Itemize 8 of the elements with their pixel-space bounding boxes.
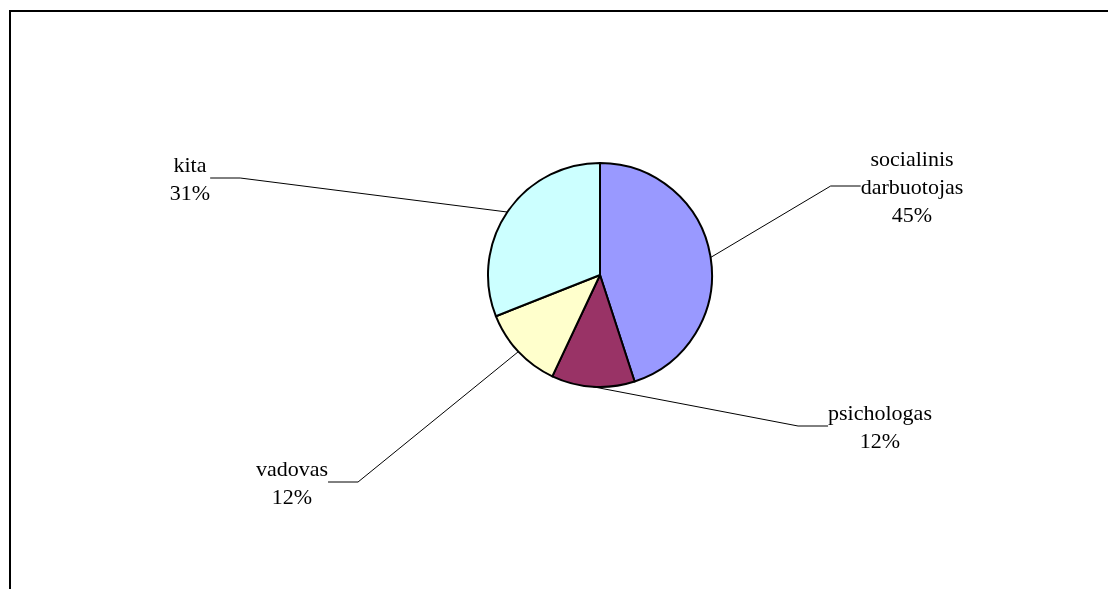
- data-label: 45%: [891, 201, 933, 227]
- slice-label: socialinis darbuotojas: [860, 145, 964, 199]
- data-label: 12%: [859, 427, 901, 453]
- slice-label: psichologas: [828, 399, 932, 425]
- data-label: 12%: [271, 483, 313, 509]
- data-label: 31%: [169, 179, 211, 205]
- slice-label: kita: [173, 151, 207, 177]
- slice-label: vadovas: [255, 455, 329, 481]
